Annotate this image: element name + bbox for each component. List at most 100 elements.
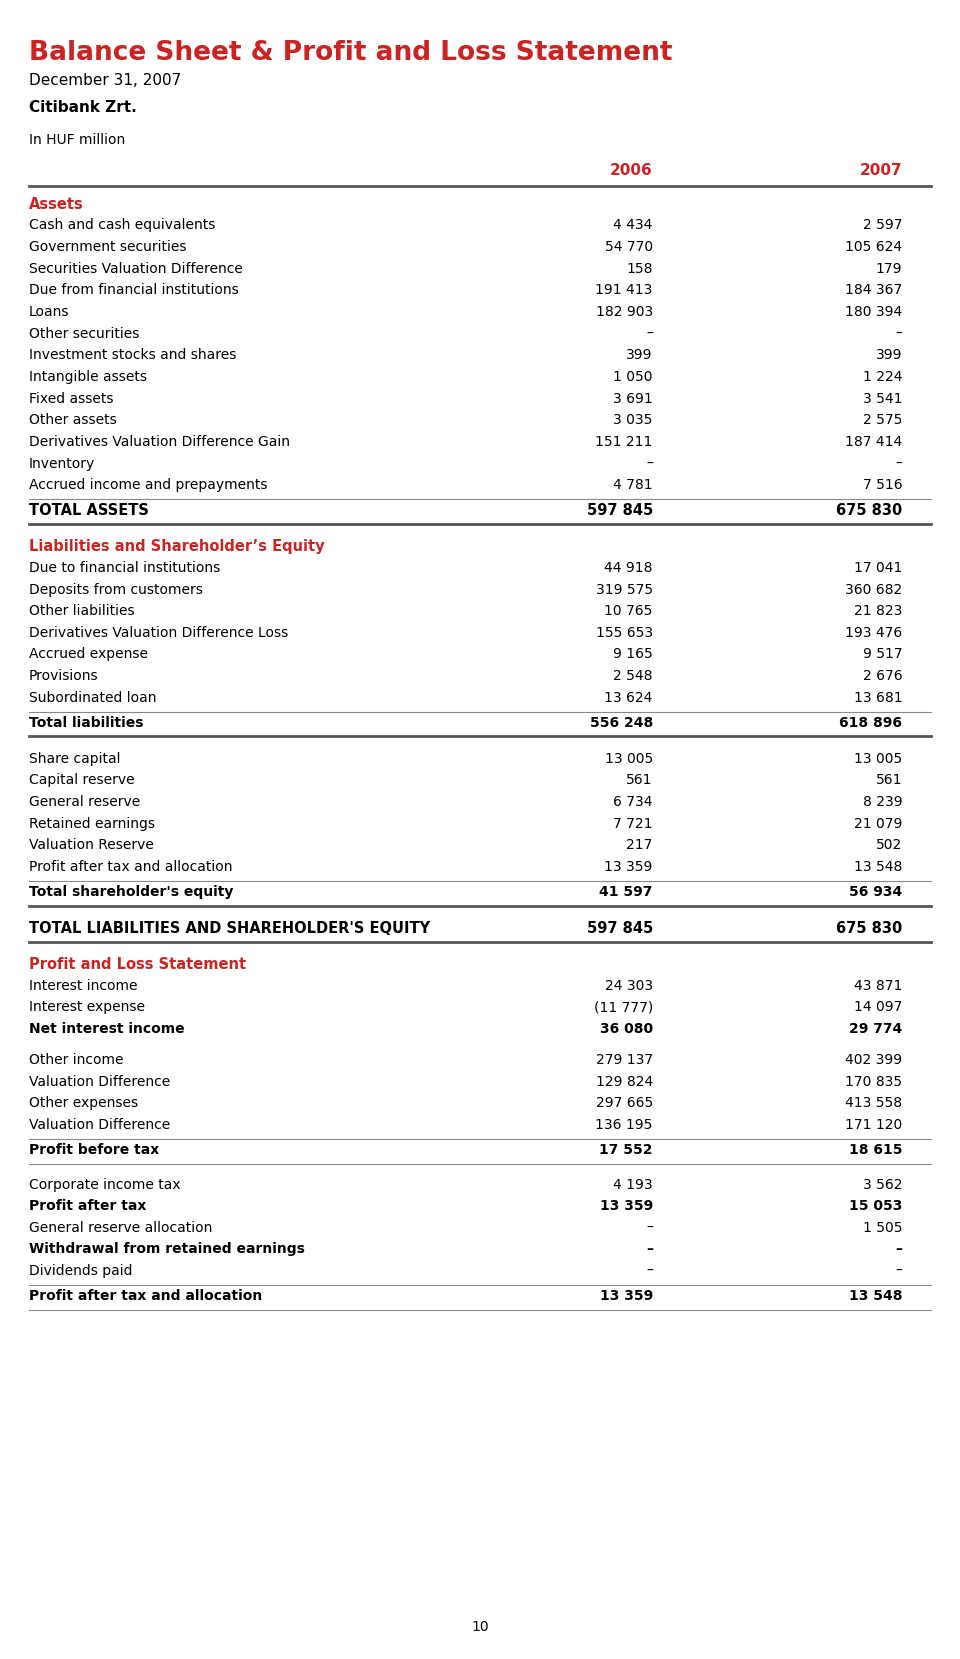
Text: 10 765: 10 765 bbox=[605, 604, 653, 619]
Text: Net interest income: Net interest income bbox=[29, 1022, 184, 1037]
Text: 2 676: 2 676 bbox=[863, 669, 902, 684]
Text: 561: 561 bbox=[626, 773, 653, 788]
Text: Securities Valuation Difference: Securities Valuation Difference bbox=[29, 262, 243, 275]
Text: 2 597: 2 597 bbox=[863, 219, 902, 232]
Text: 618 896: 618 896 bbox=[839, 715, 902, 730]
Text: –: – bbox=[896, 327, 902, 340]
Text: Interest income: Interest income bbox=[29, 979, 137, 992]
Text: 502: 502 bbox=[876, 838, 902, 853]
Text: 17 041: 17 041 bbox=[854, 561, 902, 576]
Text: 675 830: 675 830 bbox=[836, 503, 902, 518]
Text: 13 681: 13 681 bbox=[853, 690, 902, 705]
Text: 2 575: 2 575 bbox=[863, 413, 902, 428]
Text: 9 517: 9 517 bbox=[863, 647, 902, 662]
Text: 399: 399 bbox=[876, 348, 902, 362]
Text: December 31, 2007: December 31, 2007 bbox=[29, 73, 181, 88]
Text: 4 781: 4 781 bbox=[613, 478, 653, 493]
Text: 217: 217 bbox=[627, 838, 653, 853]
Text: Liabilities and Shareholder’s Equity: Liabilities and Shareholder’s Equity bbox=[29, 539, 324, 554]
Text: 129 824: 129 824 bbox=[595, 1075, 653, 1088]
Text: Valuation Difference: Valuation Difference bbox=[29, 1118, 170, 1131]
Text: 13 005: 13 005 bbox=[854, 752, 902, 766]
Text: Total liabilities: Total liabilities bbox=[29, 715, 143, 730]
Text: 3 691: 3 691 bbox=[613, 392, 653, 405]
Text: 6 734: 6 734 bbox=[613, 795, 653, 810]
Text: 193 476: 193 476 bbox=[845, 625, 902, 640]
Text: –: – bbox=[896, 456, 902, 471]
Text: 13 359: 13 359 bbox=[600, 1289, 653, 1302]
Text: 13 624: 13 624 bbox=[605, 690, 653, 705]
Text: 3 562: 3 562 bbox=[863, 1178, 902, 1191]
Text: Accrued expense: Accrued expense bbox=[29, 647, 148, 662]
Text: 360 682: 360 682 bbox=[845, 582, 902, 597]
Text: 1 224: 1 224 bbox=[863, 370, 902, 383]
Text: 179: 179 bbox=[876, 262, 902, 275]
Text: 413 558: 413 558 bbox=[845, 1097, 902, 1110]
Text: 597 845: 597 845 bbox=[587, 921, 653, 936]
Text: Investment stocks and shares: Investment stocks and shares bbox=[29, 348, 236, 362]
Text: –: – bbox=[646, 1264, 653, 1277]
Text: Intangible assets: Intangible assets bbox=[29, 370, 147, 383]
Text: Fixed assets: Fixed assets bbox=[29, 392, 113, 405]
Text: Loans: Loans bbox=[29, 305, 69, 319]
Text: Other liabilities: Other liabilities bbox=[29, 604, 134, 619]
Text: 43 871: 43 871 bbox=[854, 979, 902, 992]
Text: Profit after tax and allocation: Profit after tax and allocation bbox=[29, 859, 232, 874]
Text: 136 195: 136 195 bbox=[595, 1118, 653, 1131]
Text: 182 903: 182 903 bbox=[595, 305, 653, 319]
Text: 13 359: 13 359 bbox=[600, 1199, 653, 1213]
Text: Other assets: Other assets bbox=[29, 413, 116, 428]
Text: 158: 158 bbox=[626, 262, 653, 275]
Text: 13 548: 13 548 bbox=[849, 1289, 902, 1302]
Text: Assets: Assets bbox=[29, 197, 84, 212]
Text: TOTAL LIABILITIES AND SHAREHOLDER'S EQUITY: TOTAL LIABILITIES AND SHAREHOLDER'S EQUI… bbox=[29, 921, 430, 936]
Text: Citibank Zrt.: Citibank Zrt. bbox=[29, 100, 136, 114]
Text: 170 835: 170 835 bbox=[845, 1075, 902, 1088]
Text: 1 050: 1 050 bbox=[613, 370, 653, 383]
Text: General reserve allocation: General reserve allocation bbox=[29, 1221, 212, 1234]
Text: –: – bbox=[646, 1221, 653, 1234]
Text: –: – bbox=[646, 456, 653, 471]
Text: 155 653: 155 653 bbox=[595, 625, 653, 640]
Text: 9 165: 9 165 bbox=[613, 647, 653, 662]
Text: Profit after tax: Profit after tax bbox=[29, 1199, 146, 1213]
Text: 13 005: 13 005 bbox=[605, 752, 653, 766]
Text: Valuation Reserve: Valuation Reserve bbox=[29, 838, 154, 853]
Text: 105 624: 105 624 bbox=[845, 241, 902, 254]
Text: 14 097: 14 097 bbox=[854, 1000, 902, 1014]
Text: 675 830: 675 830 bbox=[836, 921, 902, 936]
Text: Interest expense: Interest expense bbox=[29, 1000, 145, 1014]
Text: 2007: 2007 bbox=[860, 163, 902, 178]
Text: Valuation Difference: Valuation Difference bbox=[29, 1075, 170, 1088]
Text: Corporate income tax: Corporate income tax bbox=[29, 1178, 180, 1191]
Text: 297 665: 297 665 bbox=[595, 1097, 653, 1110]
Text: Profit after tax and allocation: Profit after tax and allocation bbox=[29, 1289, 262, 1302]
Text: Due to financial institutions: Due to financial institutions bbox=[29, 561, 220, 576]
Text: 184 367: 184 367 bbox=[845, 284, 902, 297]
Text: 561: 561 bbox=[876, 773, 902, 788]
Text: 41 597: 41 597 bbox=[599, 884, 653, 899]
Text: 36 080: 36 080 bbox=[600, 1022, 653, 1037]
Text: Dividends paid: Dividends paid bbox=[29, 1264, 132, 1277]
Text: 4 193: 4 193 bbox=[613, 1178, 653, 1191]
Text: General reserve: General reserve bbox=[29, 795, 140, 810]
Text: 21 823: 21 823 bbox=[854, 604, 902, 619]
Text: Balance Sheet & Profit and Loss Statement: Balance Sheet & Profit and Loss Statemen… bbox=[29, 40, 672, 66]
Text: TOTAL ASSETS: TOTAL ASSETS bbox=[29, 503, 149, 518]
Text: Capital reserve: Capital reserve bbox=[29, 773, 134, 788]
Text: 8 239: 8 239 bbox=[863, 795, 902, 810]
Text: Inventory: Inventory bbox=[29, 456, 95, 471]
Text: 279 137: 279 137 bbox=[595, 1053, 653, 1067]
Text: 10: 10 bbox=[471, 1621, 489, 1634]
Text: 399: 399 bbox=[626, 348, 653, 362]
Text: Other expenses: Other expenses bbox=[29, 1097, 138, 1110]
Text: 151 211: 151 211 bbox=[595, 435, 653, 450]
Text: Other securities: Other securities bbox=[29, 327, 139, 340]
Text: 171 120: 171 120 bbox=[845, 1118, 902, 1131]
Text: –: – bbox=[646, 1243, 653, 1256]
Text: 2 548: 2 548 bbox=[613, 669, 653, 684]
Text: 191 413: 191 413 bbox=[595, 284, 653, 297]
Text: Profit before tax: Profit before tax bbox=[29, 1143, 159, 1156]
Text: 29 774: 29 774 bbox=[850, 1022, 902, 1037]
Text: 1 505: 1 505 bbox=[863, 1221, 902, 1234]
